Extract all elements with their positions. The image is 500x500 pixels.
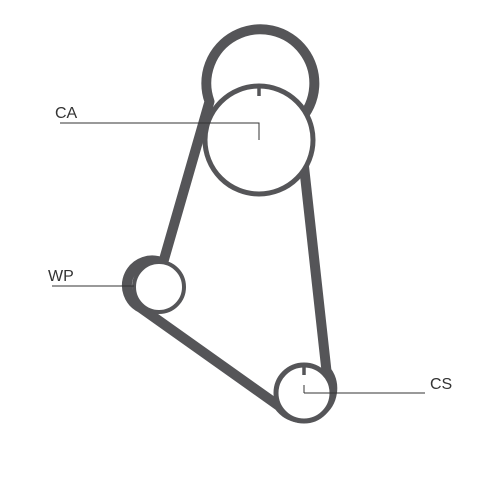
label-wp: WP bbox=[48, 268, 74, 285]
label-ca: CA bbox=[55, 105, 78, 122]
pulley-wp bbox=[134, 262, 184, 312]
label-cs: CS bbox=[430, 376, 452, 393]
timing-belt-diagram: CA WP CS bbox=[0, 0, 500, 500]
belt-path bbox=[127, 29, 332, 418]
